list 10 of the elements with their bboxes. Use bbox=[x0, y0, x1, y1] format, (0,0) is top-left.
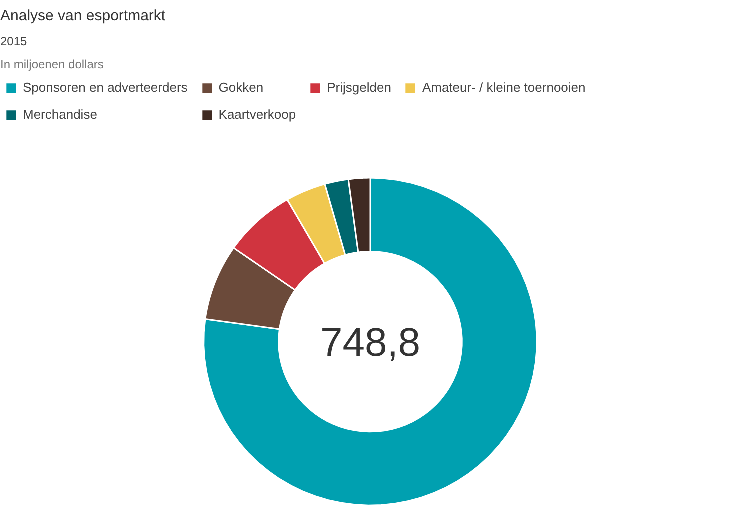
chart-title: Analyse van esportmarkt bbox=[0, 8, 166, 24]
legend-label: Kaartverkoop bbox=[218, 107, 296, 122]
legend-label: Sponsoren en adverteerders bbox=[23, 80, 188, 95]
legend-label: Merchandise bbox=[23, 107, 98, 122]
legend-label: Gokken bbox=[218, 80, 264, 95]
legend-label: Prijsgelden bbox=[327, 80, 392, 95]
text: 748,8 bbox=[320, 320, 421, 365]
text: In miljoenen dollars bbox=[0, 58, 104, 72]
chart-subtitle: 2015 bbox=[0, 34, 28, 48]
legend-label: Amateur- / kleine toernooien bbox=[422, 80, 586, 95]
